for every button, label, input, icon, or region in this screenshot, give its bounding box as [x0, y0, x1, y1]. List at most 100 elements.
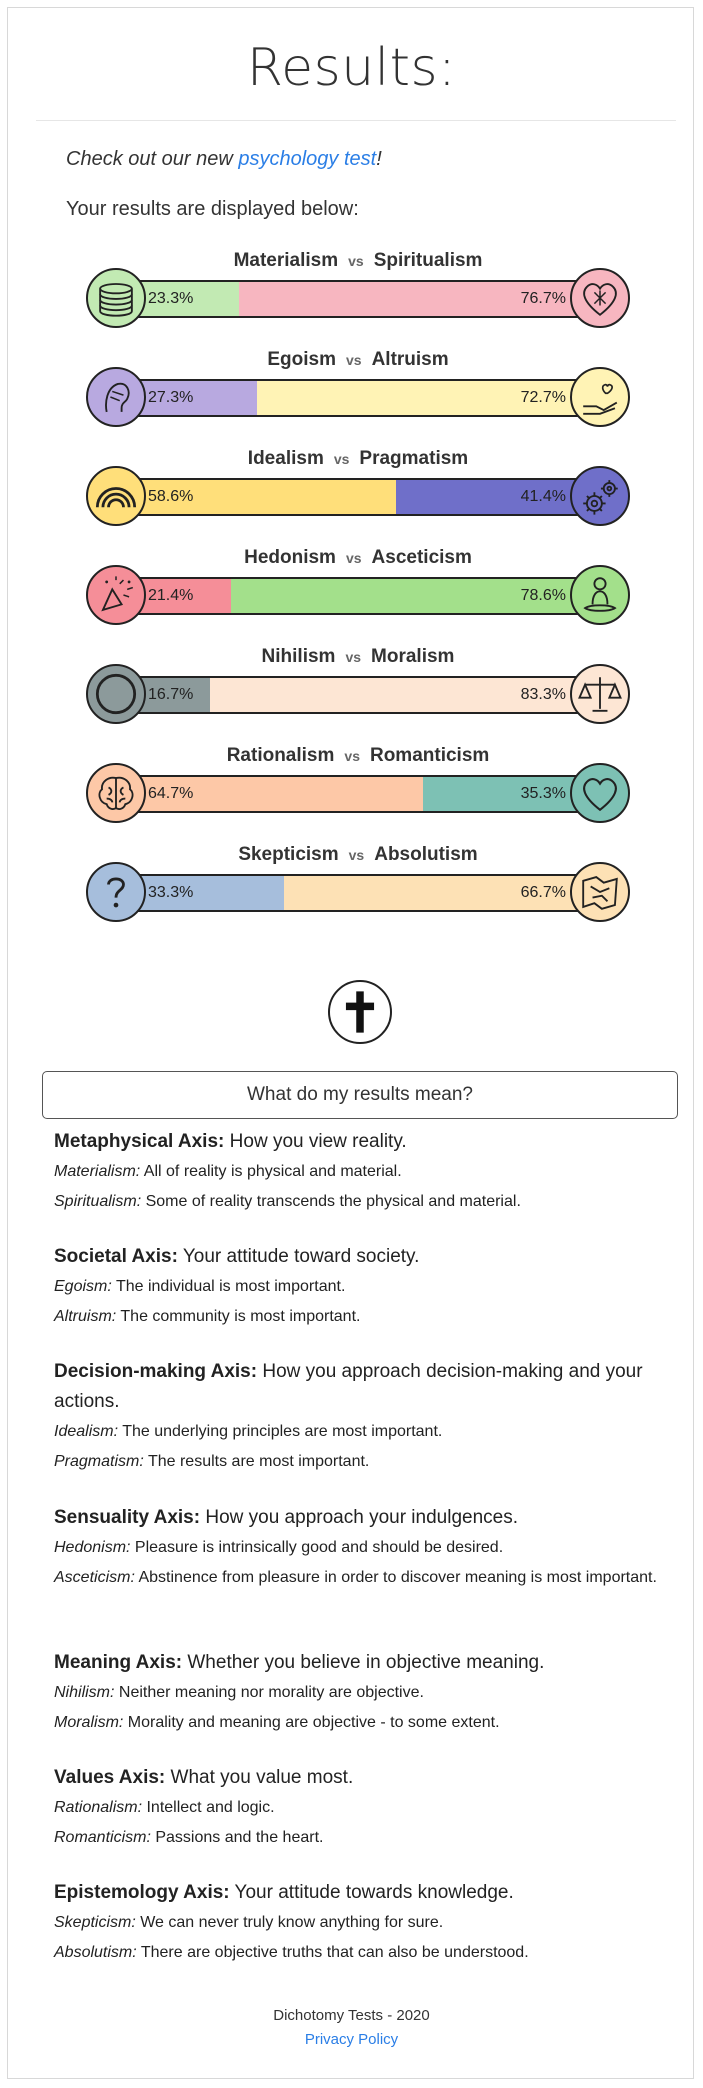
axis-heading: Nihilism vs Moralism — [78, 646, 638, 668]
axis-right-percent: 76.7% — [520, 290, 566, 307]
axis-left-fill — [136, 777, 424, 811]
axis-heading: Rationalism vs Romanticism — [78, 745, 638, 767]
explanation-axis-desc: Your attitude towards knowledge. — [229, 1882, 514, 1903]
ego-head-icon — [86, 367, 146, 427]
explanation-left-term: Nihilism: — [54, 1684, 115, 1701]
axis-right-fill — [231, 579, 580, 613]
axis-heading: Egoism vs Altruism — [78, 349, 638, 371]
explanation-right: Asceticism: Abstinence from pleasure in … — [54, 1563, 674, 1593]
coins-icon — [86, 268, 146, 328]
explanation-right-text: Passions and the heart. — [150, 1829, 324, 1846]
explanation-heading: Societal Axis: Your attitude toward soci… — [54, 1242, 674, 1272]
axis-left-percent: 27.3% — [148, 389, 194, 406]
axis-right-percent: 83.3% — [520, 686, 566, 703]
explanation-left: Skepticism: We can never truly know anyt… — [54, 1908, 674, 1938]
axis-heading: Idealism vs Pragmatism — [78, 448, 638, 470]
explanation-right-text: Some of reality transcends the physical … — [141, 1193, 521, 1210]
axis-left-name: Skepticism — [238, 844, 339, 865]
explanation-axis-desc: How you view reality. — [224, 1131, 407, 1152]
explanation-left: Materialism: All of reality is physical … — [54, 1157, 674, 1187]
explanation-axis-name: Metaphysical Axis: — [54, 1131, 225, 1152]
axis-row: Nihilism vs Moralism 16.7% 83.3% — [78, 646, 638, 726]
explanation-left-text: Neither meaning nor morality are objecti… — [114, 1684, 424, 1701]
axis-left-fill — [136, 480, 397, 514]
axis-row: Egoism vs Altruism 27.3% 72.7% — [78, 349, 638, 429]
axis-right-fill — [257, 381, 580, 415]
axis-right-name: Pragmatism — [359, 448, 469, 469]
axis-left-percent: 33.3% — [148, 884, 194, 901]
explanation-left-term: Egoism: — [54, 1278, 112, 1295]
explanation-left-term: Idealism: — [54, 1423, 119, 1440]
axis-bar: 27.3% 72.7% — [134, 379, 582, 417]
explanation-axis-desc: What you value most. — [165, 1767, 354, 1788]
explanation-axis-name: Epistemology Axis: — [54, 1882, 230, 1903]
gears-icon — [570, 466, 630, 526]
explanation-right: Moralism: Morality and meaning are objec… — [54, 1708, 674, 1738]
axis-left-fill — [136, 678, 211, 712]
axis-heading: Materialism vs Spiritualism — [78, 250, 638, 272]
promo-prefix: Check out our new — [66, 148, 239, 170]
explanation-right-term: Romanticism: — [54, 1829, 151, 1846]
explanation-right-term: Asceticism: — [54, 1569, 135, 1586]
axis-bar: 64.7% 35.3% — [134, 775, 582, 813]
explanation-right: Pragmatism: The results are most importa… — [54, 1447, 674, 1477]
axis-explanation: Societal Axis: Your attitude toward soci… — [54, 1242, 674, 1332]
axis-heading: Skepticism vs Absolutism — [78, 844, 638, 866]
party-icon — [86, 565, 146, 625]
axis-left-fill — [136, 381, 258, 415]
explanation-heading: Decision-making Axis: How you approach d… — [54, 1357, 674, 1417]
explanation-right-term: Moralism: — [54, 1714, 124, 1731]
explanation-axis-desc: How you approach decision-making and you… — [54, 1361, 643, 1412]
results-meaning-button[interactable]: What do my results mean? — [42, 1071, 678, 1119]
axis-right-name: Romanticism — [369, 745, 490, 766]
explanation-right: Absolutism: There are objective truths t… — [54, 1938, 674, 1968]
explanation-left: Rationalism: Intellect and logic. — [54, 1793, 674, 1823]
axis-right-fill — [423, 777, 580, 811]
explanation-axis-name: Values Axis: — [54, 1767, 166, 1788]
axis-left-fill — [136, 876, 284, 910]
promo-suffix: ! — [376, 148, 382, 170]
giving-hand-icon — [570, 367, 630, 427]
explanation-left-text: The individual is most important. — [111, 1278, 346, 1295]
axis-left-percent: 64.7% — [148, 785, 194, 802]
axis-explanation: Sensuality Axis: How you approach your i… — [54, 1503, 674, 1593]
explanation-right-text: Abstinence from pleasure in order to dis… — [134, 1569, 657, 1586]
axis-left-percent: 58.6% — [148, 488, 194, 505]
rainbow-icon — [86, 466, 146, 526]
explanation-right-text: Morality and meaning are objective - to … — [123, 1714, 500, 1731]
axis-row: Hedonism vs Asceticism 21.4% 78.6% — [78, 547, 638, 627]
explanation-left-text: All of reality is physical and material. — [140, 1163, 402, 1180]
axis-vs: vs — [345, 649, 362, 665]
psychology-test-link[interactable]: psychology test — [238, 148, 377, 170]
privacy-policy-link[interactable]: Privacy Policy — [304, 2031, 399, 2048]
axis-left-percent: 23.3% — [148, 290, 194, 307]
explanation-left-text: We can never truly know anything for sur… — [135, 1914, 444, 1931]
axis-vs: vs — [348, 253, 364, 269]
scales-icon — [570, 664, 630, 724]
page-title: Results: — [246, 38, 457, 98]
axis-bar: 23.3% 76.7% — [134, 280, 582, 318]
explanation-left-text: The underlying principles are most impor… — [118, 1423, 443, 1440]
axis-left-name: Nihilism — [261, 646, 336, 667]
heart-icon — [570, 268, 630, 328]
axis-bar: 21.4% 78.6% — [134, 577, 582, 615]
explanation-right: Altruism: The community is most importan… — [54, 1302, 674, 1332]
explanation-right-term: Pragmatism: — [54, 1453, 144, 1470]
promo-text: Check out our new psychology test! — [66, 148, 382, 171]
axis-explanation: Epistemology Axis: Your attitude towards… — [54, 1878, 674, 1968]
explanation-left: Hedonism: Pleasure is intrinsically good… — [54, 1533, 674, 1563]
axis-right-fill — [210, 678, 580, 712]
axis-right-fill — [239, 282, 580, 316]
axis-explanation: Decision-making Axis: How you approach d… — [54, 1357, 674, 1477]
axis-vs: vs — [333, 451, 350, 467]
explanation-right-term: Altruism: — [54, 1308, 117, 1325]
explanation-left-term: Hedonism: — [54, 1539, 131, 1556]
explanation-heading: Meaning Axis: Whether you believe in obj… — [54, 1648, 674, 1678]
axis-explanation: Values Axis: What you value most. Rationa… — [54, 1763, 674, 1853]
explanation-left-term: Materialism: — [54, 1163, 141, 1180]
explanation-right-term: Absolutism: — [54, 1944, 137, 1961]
axis-bar: 16.7% 83.3% — [134, 676, 582, 714]
results-card: Results: Check out our new psychology te… — [7, 7, 694, 2079]
axis-right-name: Spiritualism — [373, 250, 483, 271]
axis-left-percent: 21.4% — [148, 587, 194, 604]
